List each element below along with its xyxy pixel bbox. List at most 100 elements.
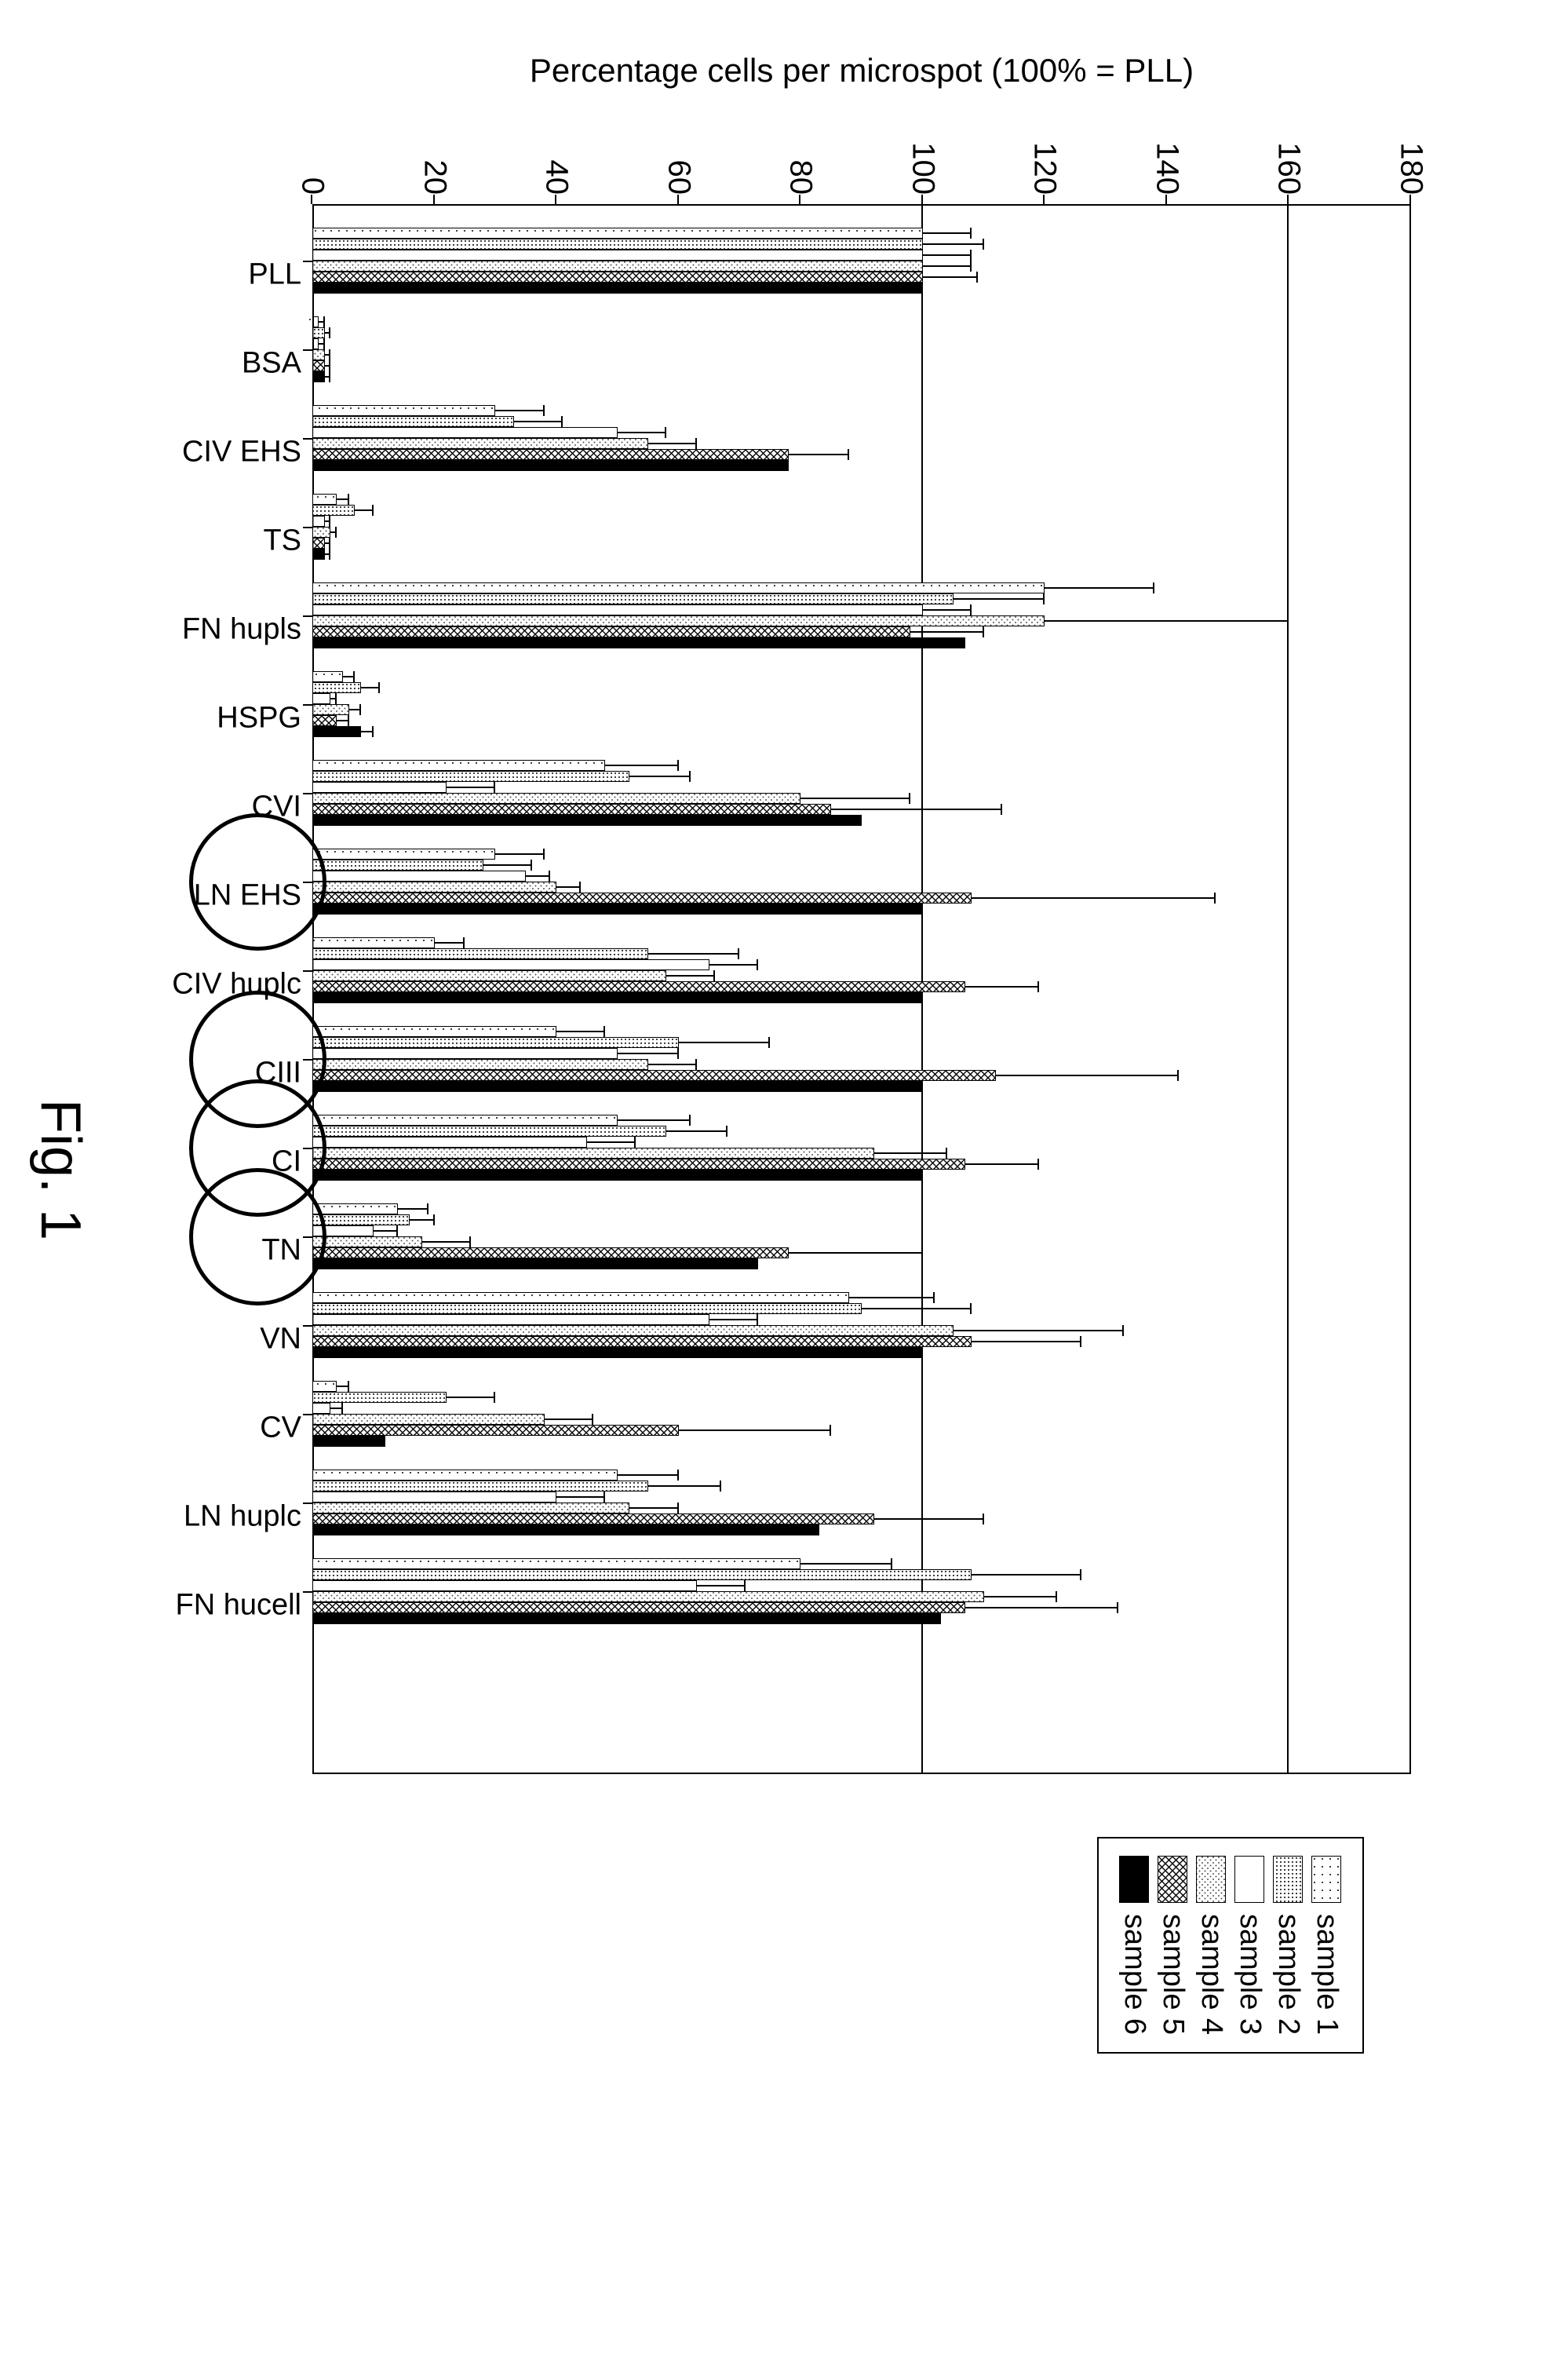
bar [312,1381,337,1392]
y-tick [799,195,800,204]
error-bar [996,1070,1179,1081]
bar [312,505,355,516]
y-tick-label: 20 [417,160,452,195]
error-bar [849,1292,935,1303]
legend-label: sample 6 [1118,1914,1151,2035]
bar [312,1314,709,1325]
bar [312,1336,972,1347]
legend-item: sample 5 [1156,1856,1190,2035]
bar [312,760,605,771]
error-bar [618,1115,691,1126]
bar [312,704,349,715]
bar [312,460,789,471]
error-bar [605,760,678,771]
error-bar [319,316,325,327]
error-bar [910,626,983,637]
error-bar [789,1247,923,1258]
bar [312,726,361,737]
bar [312,1436,385,1447]
error-bar [526,871,550,882]
legend-swatch [1158,1856,1188,1903]
y-tick-label: 140 [1149,142,1184,195]
bar [312,416,514,427]
bar [312,582,1045,593]
error-bar [545,1414,593,1425]
bar [312,1513,874,1524]
error-bar [874,1148,947,1159]
y-tick-label: 160 [1271,142,1307,195]
error-bar [923,604,972,615]
error-bar [666,970,715,981]
error-bar [697,1580,746,1591]
error-bar [447,1392,495,1403]
figure-label: Fig. 1 [28,1099,93,1240]
bar [312,1392,447,1403]
error-bar [447,782,495,793]
bar [312,1425,679,1436]
legend-item: sample 4 [1194,1856,1228,2035]
y-tick-label: 40 [539,160,574,195]
error-bar [923,239,984,250]
bar [312,1148,874,1159]
error-bar [319,338,325,349]
y-axis-label: Percentage cells per microspot (100% = P… [530,52,1194,89]
error-bar [679,1037,771,1048]
error-bar [679,1425,831,1436]
error-bar [337,494,349,505]
bar [312,1037,679,1048]
legend-label: sample 3 [1233,1914,1267,2035]
bar [312,682,361,693]
bar [312,693,330,704]
error-bar [1045,582,1154,593]
bar [312,449,789,460]
y-tick [1043,195,1045,204]
bar [312,371,325,382]
error-bar [495,405,544,416]
y-tick-label: 0 [295,177,330,195]
error-bar [923,250,972,261]
error-bar [556,1026,605,1037]
error-bar [648,438,697,449]
bar [312,1403,330,1414]
error-bar [965,981,1038,992]
bar [312,283,923,294]
bar [312,1137,587,1148]
legend-item: sample 2 [1271,1856,1305,2035]
gridline [1287,204,1289,1774]
error-bar [789,449,850,460]
legend-label: sample 1 [1310,1914,1344,2035]
y-tick [311,195,312,204]
bar [312,1236,422,1247]
x-tick-label: BSA [242,347,301,381]
y-tick-label: 180 [1394,142,1429,195]
bar [312,882,556,893]
bar [312,937,435,948]
bar [312,604,923,615]
bar [312,427,618,438]
error-bar [965,1602,1118,1613]
y-tick [1409,195,1411,204]
x-tick-label: FN hucell [176,1589,302,1623]
bar [312,1591,984,1602]
error-bar [666,1126,727,1137]
bar [312,782,447,793]
legend-item: sample 3 [1233,1856,1267,2035]
legend-swatch [1312,1856,1342,1903]
error-bar [330,693,337,704]
error-bar [862,1303,972,1314]
error-bar [337,715,349,726]
bar [312,349,325,360]
error-bar [435,937,465,948]
error-bar [483,860,532,871]
bar [312,338,319,349]
y-tick-label: 80 [783,160,819,195]
bar [312,1070,996,1081]
x-tick-label: CIV EHS [182,436,301,469]
bar [312,1159,965,1170]
legend-item: sample 6 [1118,1856,1151,2035]
error-bar [618,427,666,438]
error-bar [587,1137,636,1148]
error-bar [330,527,337,538]
bar [312,1602,965,1613]
legend-swatch [1235,1856,1265,1903]
